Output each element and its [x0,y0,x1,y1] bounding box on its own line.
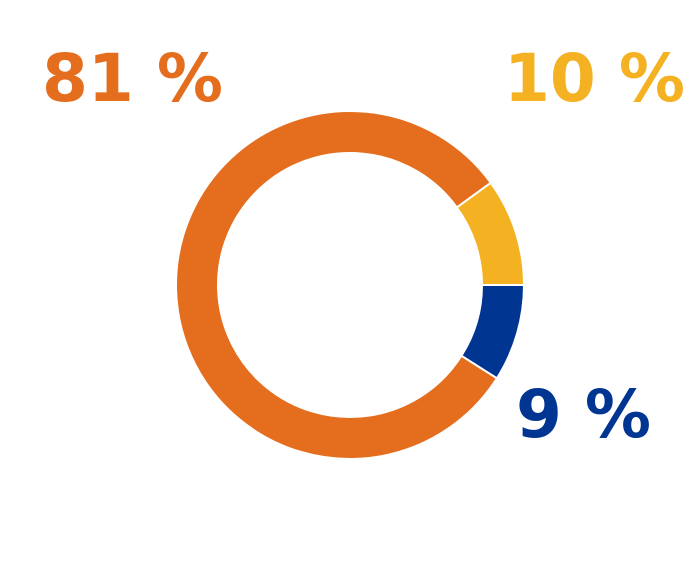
data-label-9-percent: 9 % [516,376,651,453]
slice-9-percent [460,284,526,380]
data-label-81-percent: 81 % [42,40,223,117]
donut-slices [175,110,526,460]
data-label-10-percent: 10 % [504,40,685,117]
slice-81-percent [175,110,499,460]
